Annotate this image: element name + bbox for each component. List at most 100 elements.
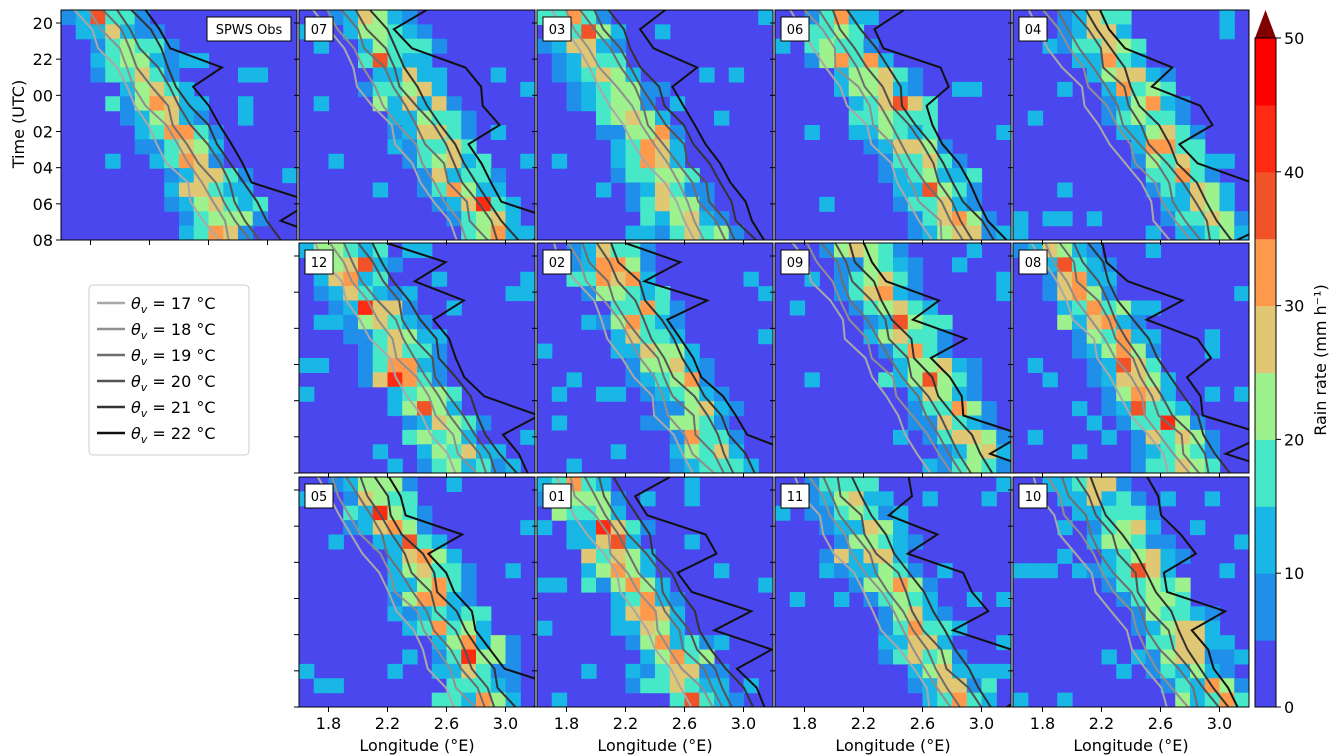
rain-cell	[1027, 563, 1044, 579]
rain-cell	[328, 286, 344, 302]
rain-cell	[1131, 491, 1147, 507]
rain-cell	[625, 534, 641, 550]
rain-cell	[625, 635, 641, 651]
isoline-21	[851, 477, 992, 707]
rain-cell	[372, 286, 389, 302]
rain-cell	[804, 53, 820, 69]
rain-cell	[996, 663, 1011, 679]
rain-cell	[699, 372, 715, 388]
rain-cell	[417, 505, 433, 521]
rain-cell	[625, 168, 641, 184]
rain-cell	[1175, 415, 1191, 431]
legend-label: θv = 18 °C	[131, 320, 216, 342]
rain-cell	[402, 372, 418, 388]
isoline-22	[633, 477, 773, 707]
rain-cell	[431, 38, 448, 54]
rain-cell	[819, 548, 835, 564]
rain-cell	[1116, 477, 1132, 492]
panel-frame	[1012, 9, 1250, 241]
isoline-18	[87, 10, 230, 240]
rain-cell	[149, 81, 165, 97]
isoline-20	[834, 243, 972, 473]
rain-cell	[596, 386, 612, 402]
panel-label: 05	[304, 483, 334, 509]
rain-cell	[299, 663, 315, 679]
rain-cell	[313, 286, 330, 302]
rain-cell	[387, 314, 403, 330]
rain-cell	[669, 314, 686, 330]
panel-spws-obs: SPWS Obs	[60, 9, 298, 241]
rain-cell	[90, 67, 106, 83]
rain-cell	[922, 663, 938, 679]
rain-cell	[431, 96, 448, 112]
rain-cell	[446, 96, 462, 112]
rain-cell	[446, 196, 462, 212]
rain-cell	[1219, 196, 1235, 212]
rain-cell	[966, 415, 983, 431]
rain-cell	[402, 505, 418, 521]
rain-cell	[655, 678, 671, 694]
rain-cell	[819, 563, 835, 579]
rain-cell	[699, 67, 715, 83]
rain-cell	[1234, 649, 1249, 665]
rain-cell	[358, 314, 374, 330]
rain-cell	[640, 225, 656, 240]
panel-frame	[298, 9, 536, 241]
rain-cell	[1013, 225, 1029, 240]
rain-cell	[520, 153, 535, 169]
rain-cell	[684, 196, 700, 212]
rain-cell	[1101, 386, 1117, 402]
rain-cell	[669, 300, 686, 316]
rain-cell	[193, 153, 210, 169]
rain-cell	[476, 153, 492, 169]
isoline-18	[328, 243, 478, 473]
rain-cell	[625, 548, 641, 564]
rain-cell	[402, 125, 418, 140]
rain-cell	[149, 96, 165, 112]
rain-cell	[922, 168, 938, 184]
rain-cell	[1131, 444, 1147, 460]
rain-cell	[655, 663, 671, 679]
rain-cell	[551, 386, 568, 402]
rain-cell	[461, 592, 477, 607]
rain-cell	[640, 577, 656, 593]
rain-cell	[878, 505, 894, 521]
rain-cell	[387, 358, 403, 373]
rain-cell	[134, 10, 151, 25]
rain-cell	[313, 38, 330, 54]
rain-cell	[402, 139, 418, 155]
rain-cell	[1190, 520, 1206, 536]
isoline-18	[331, 477, 476, 707]
panel-03: 03	[536, 9, 774, 241]
rain-cell	[238, 196, 254, 212]
rain-cell	[1204, 606, 1221, 622]
panel-frame	[298, 476, 536, 708]
rain-cell	[848, 286, 865, 302]
rain-cell	[566, 67, 582, 83]
panel-frame	[774, 476, 1012, 708]
rain-cell	[431, 168, 448, 184]
rain-cell	[417, 534, 433, 550]
rain-cell	[1175, 678, 1191, 694]
rain-cell	[610, 620, 627, 636]
rain-cell	[907, 96, 924, 112]
panel-label: SPWS Obs	[206, 16, 292, 42]
rain-cell	[1145, 415, 1162, 431]
rain-cell	[402, 477, 418, 492]
axes-group: 20 22 00 02 04 06 08 1.8 2.2 2.6 3.0 Longitude (°E)…	[33, 14, 1233, 755]
rain-cell	[1160, 606, 1176, 622]
rain-cell	[878, 139, 894, 155]
rain-cell	[596, 577, 612, 593]
rain-cell	[446, 606, 462, 622]
rain-cell	[996, 592, 1011, 607]
rain-cell	[1190, 429, 1206, 445]
rain-cell	[1145, 125, 1162, 140]
rain-cell	[610, 386, 627, 402]
rain-cell	[1072, 300, 1088, 316]
x-axis-label: Longitude (°E)	[597, 736, 712, 755]
rain-cell	[1057, 520, 1073, 536]
rain-cell	[1160, 491, 1176, 507]
rain-cell	[922, 225, 938, 240]
rain-cell	[655, 225, 671, 240]
rain-cell	[343, 314, 359, 330]
